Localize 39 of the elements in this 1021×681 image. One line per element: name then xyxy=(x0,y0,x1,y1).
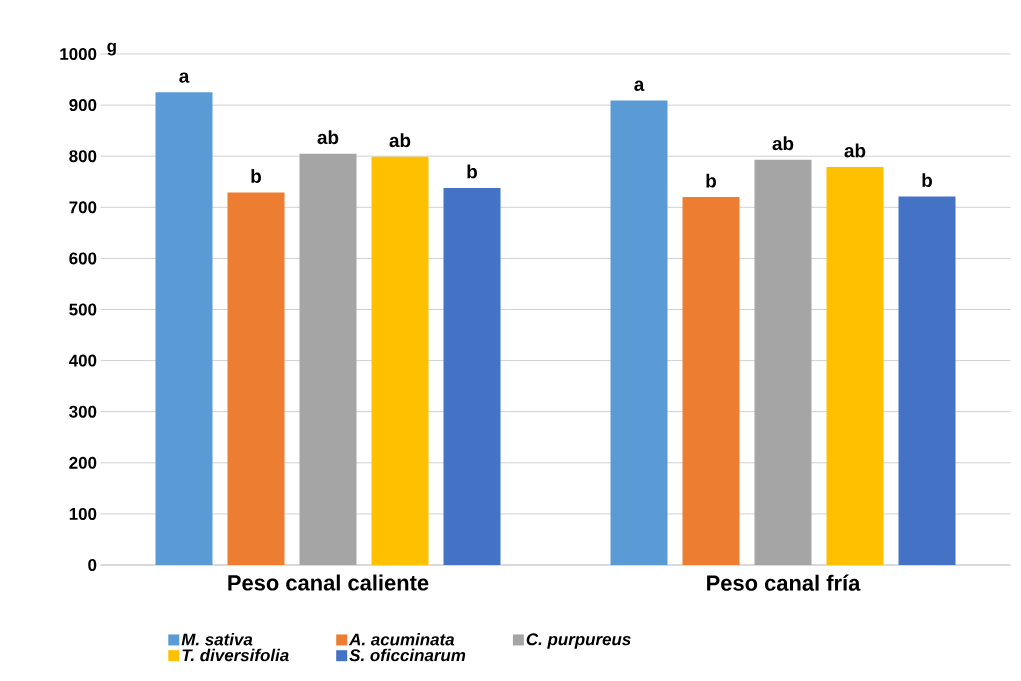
data-label: ab xyxy=(389,133,411,148)
y-tick-label: 800 xyxy=(69,150,97,163)
bar xyxy=(155,92,213,565)
legend-label: S. oficcinarum xyxy=(349,648,466,662)
y-tick-label: 400 xyxy=(68,354,97,367)
y-tick-label: 500 xyxy=(69,303,97,316)
y-tick-label: 600 xyxy=(69,252,97,265)
x-tick-label: Peso canal fría xyxy=(707,574,861,591)
data-label: b xyxy=(467,164,477,179)
bar xyxy=(443,187,501,565)
data-label: ab xyxy=(844,143,866,158)
y-tick-label: 0 xyxy=(88,559,97,571)
bar xyxy=(227,192,285,565)
bar xyxy=(371,156,429,565)
data-label: ab xyxy=(317,130,339,145)
legend-label: A. acuminata xyxy=(348,633,455,646)
data-label: ab xyxy=(772,136,794,151)
data-label: b xyxy=(922,173,933,188)
bar xyxy=(682,197,740,565)
bar xyxy=(826,166,884,565)
data-label: b xyxy=(706,173,716,188)
y-tick-label: 100 xyxy=(69,507,97,520)
y-tick-label: 1000 xyxy=(60,48,97,60)
bar xyxy=(299,153,357,565)
data-label: b xyxy=(251,169,261,183)
y-tick-label: 700 xyxy=(69,201,97,214)
y-tick-label: 900 xyxy=(69,99,97,112)
data-label: a xyxy=(179,72,190,83)
bar xyxy=(898,196,956,565)
y-axis-title: g xyxy=(107,42,116,56)
bar xyxy=(754,159,812,565)
y-tick-label: 200 xyxy=(69,456,97,469)
legend-label: C. purpureus xyxy=(526,633,631,649)
y-tick-label: 300 xyxy=(69,405,97,418)
data-label: a xyxy=(634,80,645,91)
bar xyxy=(610,100,668,565)
legend-label: T. diversifolia xyxy=(182,648,289,662)
x-tick-label: Peso canal caliente xyxy=(228,574,429,591)
legend-label: M. sativa xyxy=(181,633,253,646)
